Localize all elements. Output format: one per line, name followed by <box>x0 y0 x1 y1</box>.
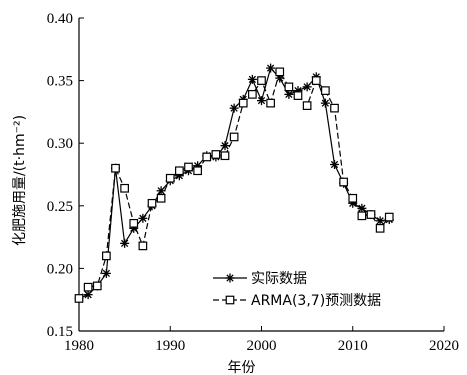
x-tick-label: 2010 <box>338 338 368 354</box>
square-marker <box>339 177 348 187</box>
square-marker <box>293 91 303 100</box>
square-marker <box>302 101 312 110</box>
asterisk-marker <box>302 82 312 92</box>
square-marker <box>102 251 111 261</box>
series-layer <box>74 63 394 303</box>
asterisk-marker <box>83 290 93 300</box>
asterisk-marker <box>156 186 166 196</box>
x-tick-label: 2020 <box>429 338 459 354</box>
square-marker <box>384 212 394 222</box>
square-marker <box>74 294 84 303</box>
asterisk-marker <box>330 159 339 169</box>
square-marker <box>138 241 148 251</box>
axes <box>78 17 445 332</box>
square-marker <box>156 193 166 203</box>
y-tick-label: 0.15 <box>47 324 73 340</box>
legend-label: 实际数据 <box>251 271 307 287</box>
series-arma-forecast <box>74 67 394 303</box>
square-marker <box>193 166 202 176</box>
square-marker <box>266 98 275 108</box>
x-tick-label: 1980 <box>64 338 94 354</box>
square-marker <box>321 86 330 95</box>
square-marker <box>248 90 257 99</box>
x-axis-title: 年份 <box>228 360 256 375</box>
legend-entry-arma: ARMA(3,7)预测数据 <box>213 293 381 309</box>
y-tick-label: 0.25 <box>47 199 73 215</box>
asterisk-marker <box>266 63 276 73</box>
square-marker <box>311 76 321 85</box>
square-marker <box>225 295 235 305</box>
y-tick-label: 0.40 <box>47 11 73 27</box>
y-tick-label: 0.35 <box>47 74 73 90</box>
asterisk-marker <box>101 268 111 278</box>
y-tick-label: 0.20 <box>47 261 73 277</box>
square-marker <box>83 282 93 292</box>
legend-entry-actual: 实际数据 <box>213 271 307 287</box>
asterisk-marker <box>247 74 257 84</box>
square-marker <box>165 173 175 183</box>
square-marker <box>220 151 230 161</box>
tick-labels: 0.15 0.20 0.25 0.30 0.35 0.40 1980 1990 2000 2010… <box>47 11 459 354</box>
asterisk-marker <box>120 238 130 248</box>
x-tick-label: 2000 <box>247 338 277 354</box>
square-marker <box>120 183 129 193</box>
square-marker <box>129 218 139 228</box>
asterisk-marker <box>284 89 294 99</box>
y-axis-title: 化肥施用量/(t·hm⁻²) <box>12 115 28 246</box>
asterisk-marker <box>229 103 239 113</box>
square-marker <box>175 166 184 176</box>
square-marker <box>330 103 339 113</box>
legend-label: ARMA(3,7)预测数据 <box>251 293 381 309</box>
square-marker <box>238 98 248 108</box>
square-marker <box>184 162 193 172</box>
asterisk-marker <box>138 213 148 223</box>
square-marker <box>92 281 102 291</box>
square-marker <box>147 198 157 208</box>
square-marker <box>202 152 212 162</box>
square-marker <box>275 67 285 77</box>
asterisk-marker <box>320 98 330 108</box>
asterisk-marker <box>257 96 266 106</box>
square-marker <box>375 223 385 233</box>
square-marker <box>257 76 266 85</box>
square-marker <box>357 211 367 221</box>
square-marker <box>111 163 120 173</box>
y-tick-label: 0.30 <box>47 136 73 152</box>
x-tick-label: 1990 <box>155 338 185 354</box>
square-marker <box>211 150 221 159</box>
asterisk-marker <box>220 141 230 151</box>
square-marker <box>229 132 239 142</box>
asterisk-marker <box>357 203 367 213</box>
square-marker <box>366 210 376 219</box>
legend: 实际数据 ARMA(3,7)预测数据 <box>213 271 381 309</box>
asterisk-marker <box>225 273 235 283</box>
square-marker <box>284 82 294 92</box>
asterisk-marker <box>375 216 385 226</box>
square-marker <box>348 193 358 203</box>
